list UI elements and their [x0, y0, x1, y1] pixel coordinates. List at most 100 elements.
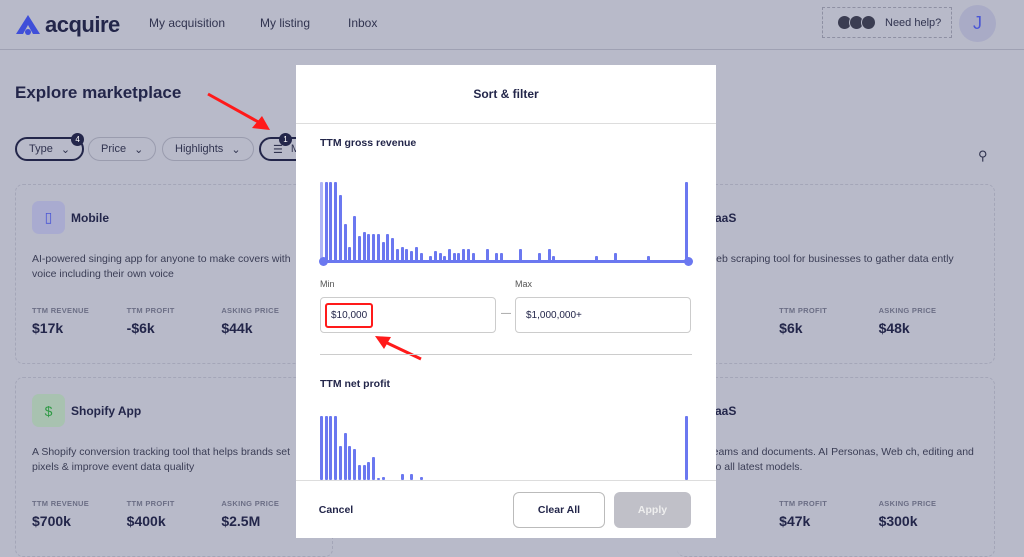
- stat-value: $400k: [126, 513, 166, 529]
- stat-label: ASKING PRICE: [878, 499, 937, 508]
- chevron-down-icon: ⌄: [60, 143, 71, 156]
- stat-label: ASKING PRICE: [221, 306, 280, 315]
- histogram-bar: [410, 250, 414, 262]
- filter-label: M: [291, 143, 300, 155]
- histogram-bar: [538, 253, 542, 262]
- nav-my-listing[interactable]: My listing: [260, 16, 311, 30]
- clear-all-button[interactable]: Clear All: [513, 492, 605, 528]
- histogram-bar: [320, 182, 323, 262]
- range-handle-min[interactable]: [319, 257, 328, 266]
- support-avatars: [837, 15, 876, 30]
- range-separator: —: [501, 308, 511, 319]
- histogram-bar: [443, 255, 447, 262]
- histogram-bar: [400, 246, 404, 262]
- stat-label: TTM PROFIT: [126, 499, 175, 508]
- stat-value: $2.5M: [221, 513, 261, 529]
- histogram-bar: [685, 416, 688, 480]
- stat-value: $6k: [779, 320, 803, 336]
- stat-label: TTM PROFIT: [779, 499, 828, 508]
- listing-card[interactable]: SaaS ent for teams and documents. AI Per…: [677, 377, 995, 557]
- search-icon[interactable]: ⚲: [978, 148, 988, 163]
- nav-inbox[interactable]: Inbox: [348, 16, 378, 30]
- filter-price[interactable]: Price ⌄: [88, 137, 157, 161]
- histogram-bar: [395, 249, 399, 262]
- histogram-bar: [367, 234, 371, 262]
- listing-card[interactable]: SaaS wered web scraping tool for busines…: [677, 184, 995, 364]
- histogram-bar: [542, 260, 546, 262]
- histogram-bar: [457, 253, 461, 262]
- filter-type[interactable]: Type ⌄ 4: [15, 133, 85, 161]
- histogram-bar: [348, 246, 352, 262]
- histogram-bar: [343, 432, 347, 480]
- histogram-bar: [419, 253, 423, 262]
- histogram-bar: [685, 182, 688, 262]
- apply-button[interactable]: Apply: [614, 492, 691, 528]
- stat-label: TTM REVENUE: [32, 306, 90, 315]
- histogram-bar: [628, 260, 632, 262]
- histogram-bar: [376, 234, 380, 262]
- histogram-bar: [414, 246, 418, 262]
- sliders-icon: ☰: [273, 143, 283, 156]
- histogram-bar: [519, 249, 523, 262]
- histogram-bar: [490, 260, 494, 262]
- nav-my-acquisition[interactable]: My acquisition: [149, 16, 226, 30]
- need-help-button[interactable]: Need help?: [822, 7, 952, 38]
- stat-value: $300k: [878, 513, 918, 529]
- stat-label: ASKING PRICE: [221, 499, 280, 508]
- histogram-bar: [362, 465, 366, 480]
- acquire-logo-icon: [16, 15, 40, 35]
- histogram-bar: [329, 182, 333, 262]
- stat-label: TTM REVENUE: [32, 499, 90, 508]
- histogram-bar: [452, 253, 456, 262]
- histogram-bar: [433, 250, 437, 262]
- listing-card[interactable]: ▯ Mobile AI-powered singing app for anyon…: [15, 184, 333, 364]
- listing-category: Shopify App: [71, 403, 142, 418]
- histogram-bar: [348, 446, 352, 480]
- max-value: $1,000,000+: [526, 309, 582, 321]
- listing-description: AI-powered singing app for anyone to mak…: [32, 253, 291, 280]
- filter-highlights[interactable]: Highlights ⌄: [162, 137, 254, 161]
- stat-label: TTM PROFIT: [779, 306, 828, 315]
- histogram-bar: [372, 456, 376, 480]
- histogram-bar: [357, 235, 361, 262]
- histogram-bar: [400, 473, 404, 480]
- histogram-bar: [357, 465, 361, 480]
- phone-icon: ▯: [32, 201, 65, 234]
- cancel-button[interactable]: Cancel: [318, 504, 354, 516]
- histogram-bar: [495, 253, 499, 262]
- histogram-bar: [462, 249, 466, 262]
- stat-value: $44k: [221, 320, 253, 336]
- stat-value: $47k: [779, 513, 811, 529]
- histogram-bar: [429, 255, 433, 262]
- section-title-profit: TTM net profit: [320, 378, 390, 390]
- max-revenue-input[interactable]: $1,000,000+: [515, 297, 691, 333]
- min-revenue-input[interactable]: $10,000: [320, 297, 496, 333]
- stat-label: TTM PROFIT: [126, 306, 175, 315]
- histogram-bar: [514, 260, 518, 262]
- chevron-down-icon: ⌄: [231, 143, 241, 156]
- histogram-bar: [381, 242, 385, 262]
- sort-filter-modal: Sort & filter TTM gross revenue Min Max …: [296, 65, 716, 538]
- histogram-bar: [647, 255, 651, 262]
- divider: [320, 354, 692, 355]
- histogram-bar: [391, 238, 395, 262]
- histogram-bar: [353, 449, 357, 480]
- user-avatar[interactable]: J: [959, 5, 996, 42]
- stat-value: $17k: [32, 320, 64, 336]
- histogram-bar: [381, 476, 385, 480]
- range-handle-max[interactable]: [684, 257, 693, 266]
- stat-label: ASKING PRICE: [878, 306, 937, 315]
- filter-label: Type: [29, 143, 53, 155]
- histogram-bar: [362, 231, 366, 262]
- histogram-bar: [471, 253, 475, 262]
- histogram-bar: [320, 416, 323, 480]
- histogram-bar: [419, 476, 423, 480]
- filter-label: Highlights: [175, 143, 224, 155]
- histogram-bar: [353, 216, 357, 262]
- listing-card[interactable]: $ Shopify App A Shopify conversion tracki…: [15, 377, 333, 557]
- modal-footer: Cancel Clear All Apply: [296, 480, 716, 538]
- histogram-bar: [547, 249, 551, 262]
- min-value: $10,000: [325, 302, 374, 328]
- logo[interactable]: acquire: [15, 12, 120, 38]
- histogram-bar: [509, 260, 513, 262]
